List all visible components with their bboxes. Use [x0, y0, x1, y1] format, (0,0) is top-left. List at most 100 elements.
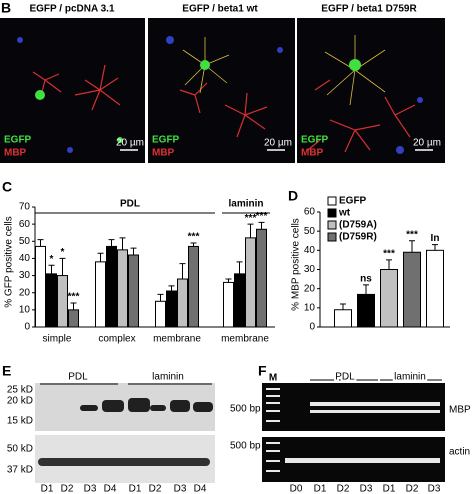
- ladder-label: M: [269, 373, 277, 384]
- size-marker: 50 kD: [7, 444, 33, 455]
- significance-label: ***: [68, 292, 80, 303]
- error-bar: [432, 244, 438, 251]
- panel-label: C: [2, 179, 12, 195]
- error-bar: [236, 261, 243, 274]
- bar: [256, 228, 267, 328]
- error-bar: [190, 242, 197, 247]
- lane-label: D2: [149, 484, 162, 494]
- group-label: laminin: [394, 372, 426, 383]
- bar: [117, 249, 128, 328]
- y-tick-label: 60: [304, 207, 316, 218]
- y-tick-label: 10: [19, 304, 31, 315]
- bar: [426, 249, 444, 328]
- significance-label: ***: [188, 232, 200, 243]
- bar: [234, 273, 245, 328]
- scale-label: 20 µm: [116, 138, 144, 149]
- legend-label: (D759R): [339, 232, 377, 243]
- significance-label: ***: [383, 249, 395, 260]
- y-tick-label: 50: [304, 226, 316, 237]
- x-tick-label: membrane: [221, 334, 269, 345]
- error-bar: [386, 259, 392, 270]
- y-tick-label: 70: [19, 202, 31, 213]
- row-label: MBP: [449, 405, 471, 416]
- error-bar: [157, 293, 164, 302]
- row-label: actin: [449, 447, 470, 458]
- group-label: laminin: [228, 199, 263, 210]
- lane-label: D3: [174, 484, 187, 494]
- scale-label: 20 µm: [264, 138, 292, 149]
- y-tick-label: 10: [304, 302, 316, 313]
- bar: [57, 275, 68, 328]
- bar: [188, 245, 199, 328]
- size-marker: 500 bp: [230, 441, 261, 452]
- legend-label: wt: [338, 208, 351, 219]
- panel-label: B: [1, 0, 11, 16]
- y-tick-label: 40: [304, 245, 316, 256]
- error-bar: [225, 278, 232, 283]
- bar: [223, 281, 234, 328]
- error-bar: [108, 239, 115, 247]
- y-tick-label: 40: [19, 253, 31, 264]
- legend-swatch: [327, 232, 337, 242]
- error-bar: [130, 247, 137, 255]
- group-label: laminin: [152, 372, 184, 383]
- group-label: PDL: [120, 199, 140, 210]
- image-title: EGFP / beta1 wt: [182, 4, 258, 15]
- western-blot: [35, 383, 215, 483]
- channel-label: EGFP: [4, 135, 32, 146]
- bar: [155, 300, 166, 328]
- scale-label: 20 µm: [413, 138, 441, 149]
- size-marker: 20 kD: [7, 396, 33, 407]
- group-label: PDL: [335, 372, 355, 383]
- error-bar: [59, 257, 66, 276]
- lane-label: D3: [360, 484, 373, 494]
- bar: [334, 309, 352, 328]
- lane-label: D2: [337, 484, 350, 494]
- error-bar: [70, 302, 77, 310]
- significance-label: *: [61, 247, 65, 258]
- legend-label: EGFP: [339, 196, 367, 207]
- y-tick-label: 20: [304, 283, 316, 294]
- error-bar: [247, 223, 254, 238]
- x-tick-label: membrane: [153, 334, 201, 345]
- bar: [166, 290, 177, 328]
- bar: [95, 261, 106, 328]
- error-bar: [97, 252, 104, 262]
- error-bar: [258, 221, 265, 230]
- lane-label: D2: [61, 484, 74, 494]
- significance-label: *: [50, 254, 54, 265]
- panel-label: E: [2, 363, 11, 379]
- lane-label: D3: [428, 484, 441, 494]
- channel-label: MBP: [152, 148, 175, 159]
- y-tick-label: 0: [309, 322, 315, 333]
- size-marker: 15 kD: [7, 416, 33, 427]
- bar: [177, 278, 188, 328]
- panel-label: D: [288, 188, 298, 204]
- x-tick-label: complex: [98, 334, 135, 345]
- error-bar: [340, 303, 346, 310]
- channel-label: MBP: [4, 148, 27, 159]
- lane-label: D2: [406, 484, 419, 494]
- lane-label: D1: [129, 484, 142, 494]
- channel-label: EGFP: [301, 135, 329, 146]
- micrographs: [0, 18, 445, 163]
- lane-label: D1: [41, 484, 54, 494]
- error-bar: [48, 264, 55, 274]
- significance-label: In: [431, 233, 440, 244]
- significance-label: ***: [406, 229, 418, 240]
- error-bar: [409, 240, 415, 253]
- y-tick-label: 50: [19, 236, 31, 247]
- legend-swatch: [327, 196, 337, 206]
- legend-swatch: [327, 220, 337, 230]
- legend-label: (D759A): [339, 220, 377, 231]
- x-tick-label: simple: [43, 334, 72, 345]
- y-tick-label: 60: [19, 219, 31, 230]
- legend-swatch: [327, 208, 337, 218]
- agarose-gel: [262, 383, 445, 482]
- image-title: EGFP / beta1 D759R: [321, 4, 417, 15]
- size-marker: 25 kD: [7, 385, 33, 396]
- significance-label: ***: [245, 213, 257, 224]
- error-bar: [363, 284, 369, 295]
- panel-label: F: [258, 363, 267, 379]
- image-title: EGFP / pcDNA 3.1: [29, 4, 114, 15]
